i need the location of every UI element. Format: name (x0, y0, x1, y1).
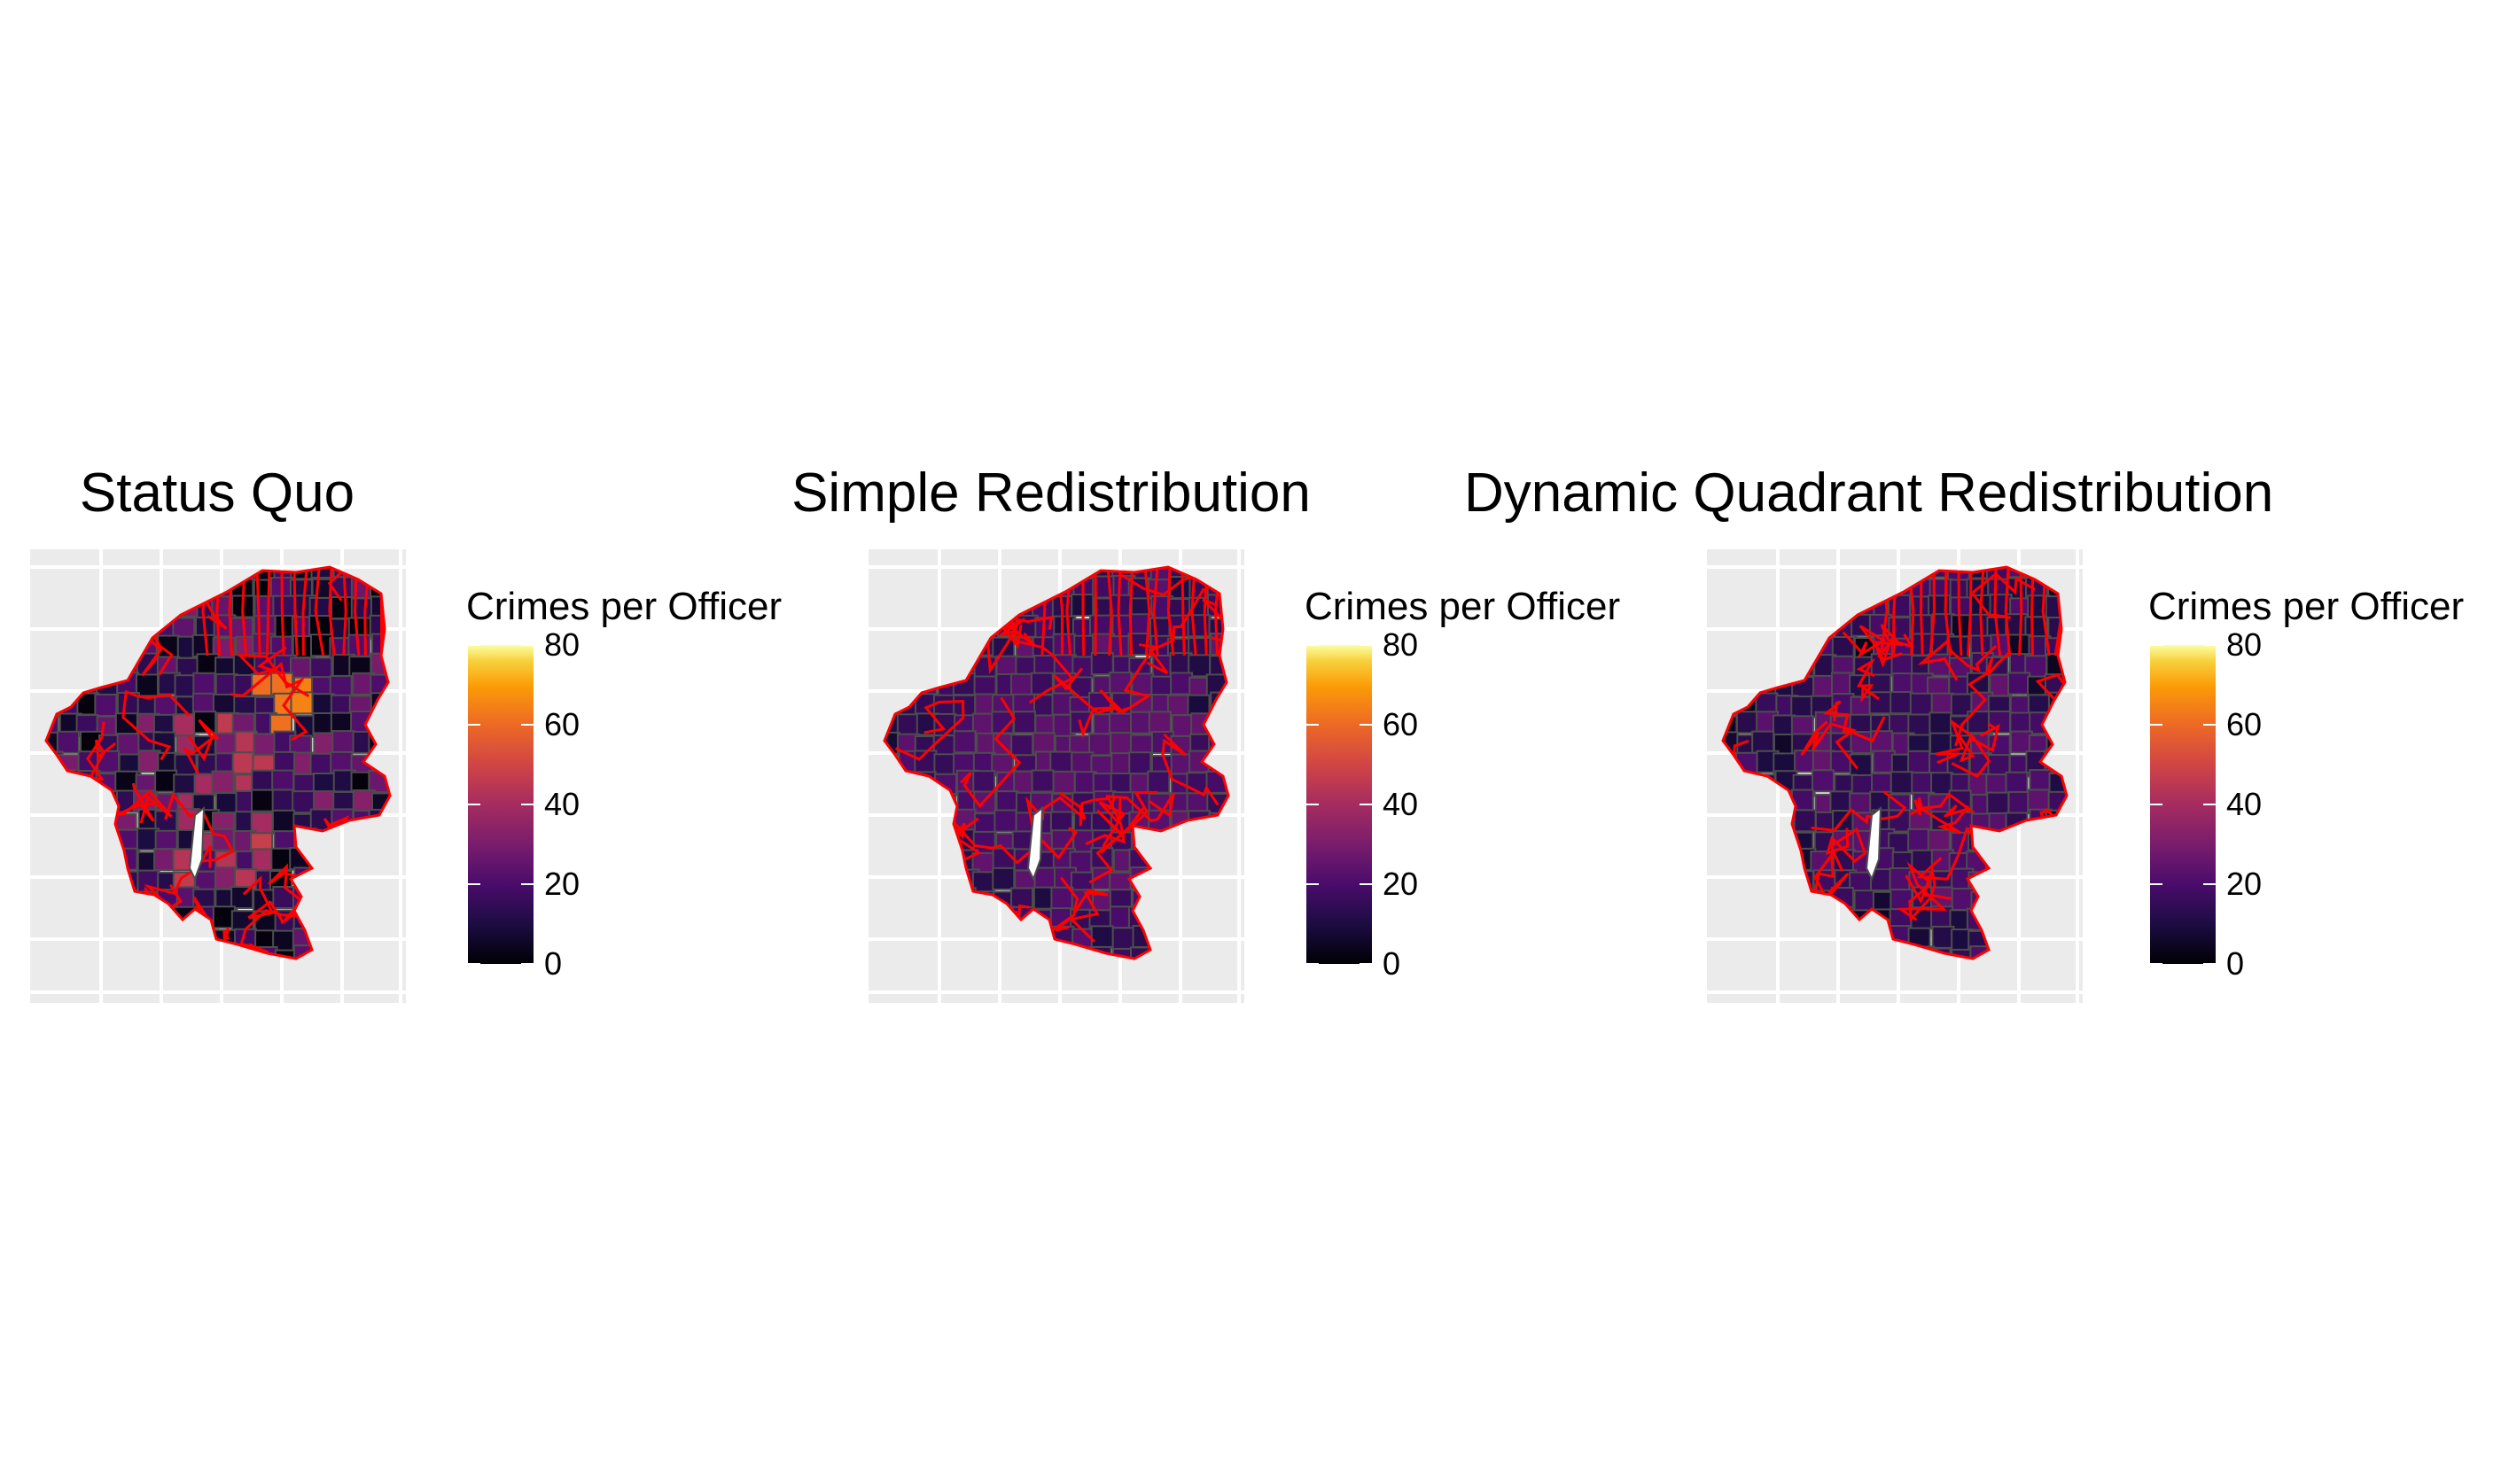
legend-tick-label: 40 (544, 786, 580, 822)
panel-title: Simple Redistribution (791, 462, 1311, 524)
legend-tick-label: 20 (1383, 866, 1419, 902)
legend-tick-mark (1360, 963, 1372, 965)
legend-tick-mark (468, 804, 480, 805)
legend-tick-mark (2150, 883, 2162, 885)
panel-status-quo: Status Quo Crimes per Officer 80 60 40 20 0 (0, 0, 833, 1484)
legend-tick-mark (1306, 963, 1319, 965)
legend-tick-mark (468, 963, 480, 965)
legend-tick-mark (521, 963, 534, 965)
legend-tick-label: 20 (2226, 866, 2263, 902)
legend-tick-mark (2203, 804, 2216, 805)
city-outline (1721, 565, 2069, 960)
legend-tick-label: 0 (544, 945, 563, 982)
white-gap-area (188, 805, 206, 882)
legend-tick-mark (2203, 644, 2216, 646)
legend-tick-label: 0 (1383, 945, 1401, 982)
legend-tick-mark (2150, 804, 2162, 805)
legend-tick-mark (2203, 883, 2216, 885)
legend-tick-label: 40 (2226, 786, 2263, 822)
legend-tick-mark (521, 724, 534, 726)
region-cells (1723, 567, 2067, 959)
white-gap-area (1026, 805, 1044, 882)
legend-tick-mark (521, 804, 534, 805)
map-svg (869, 549, 1244, 1003)
legend-tick-label: 40 (1383, 786, 1419, 822)
map-dynamic-quadrant-redistribution (1707, 549, 2083, 1003)
city-outline (883, 565, 1230, 960)
legend-title: Crimes per Officer (2148, 585, 2465, 628)
legend-tick-mark (2150, 963, 2162, 965)
legend-tick-mark (521, 883, 534, 885)
legend-tick-mark (468, 644, 480, 646)
panel-dynamic-quadrant-redistribution: Dynamic Quadrant Redistribution Crimes p… (1464, 0, 2509, 1484)
map-svg (30, 549, 406, 1003)
panel-title: Status Quo (79, 462, 355, 524)
city-outline (44, 565, 392, 960)
legend-tick-label: 60 (2226, 706, 2263, 742)
legend-tick-mark (2150, 644, 2162, 646)
map-svg (1707, 549, 2083, 1003)
legend-tick-mark (521, 644, 534, 646)
legend-tick-label: 80 (1383, 626, 1419, 663)
legend-tick-label: 0 (2226, 945, 2245, 982)
legend-tick-label: 80 (544, 626, 580, 663)
legend-tick-mark (468, 883, 480, 885)
legend-tick-label: 20 (544, 866, 580, 902)
legend-title: Crimes per Officer (1305, 585, 1621, 628)
legend-tick-label: 80 (2226, 626, 2263, 663)
white-gap-area (1865, 805, 1882, 882)
legend-tick-mark (1360, 724, 1372, 726)
legend-tick-mark (1306, 724, 1319, 726)
legend-tick-label: 60 (544, 706, 580, 742)
legend-tick-mark (2203, 963, 2216, 965)
legend-tick-mark (468, 724, 480, 726)
map-status-quo (30, 549, 406, 1003)
legend-title: Crimes per Officer (466, 585, 783, 628)
legend-tick-label: 60 (1383, 706, 1419, 742)
map-simple-redistribution (869, 549, 1244, 1003)
legend-tick-mark (1306, 644, 1319, 646)
legend-tick-mark (1360, 644, 1372, 646)
legend-tick-mark (1306, 804, 1319, 805)
legend-tick-mark (2203, 724, 2216, 726)
legend-tick-mark (1306, 883, 1319, 885)
panel-simple-redistribution: Simple Redistribution Crimes per Officer… (791, 0, 1671, 1484)
legend-tick-mark (1360, 883, 1372, 885)
legend-tick-mark (2150, 724, 2162, 726)
legend-tick-mark (1360, 804, 1372, 805)
panel-title: Dynamic Quadrant Redistribution (1464, 462, 2274, 524)
